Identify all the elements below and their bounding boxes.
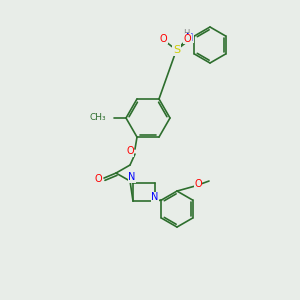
Text: H: H: [183, 28, 190, 38]
Text: O: O: [160, 34, 167, 44]
Text: O: O: [94, 174, 102, 184]
Text: S: S: [173, 45, 180, 55]
Text: O: O: [126, 146, 134, 156]
Text: O: O: [184, 34, 191, 44]
Text: O: O: [194, 179, 202, 189]
Text: S: S: [173, 45, 180, 55]
Text: N: N: [151, 192, 159, 202]
Text: N: N: [151, 192, 159, 202]
Text: CH₃: CH₃: [89, 113, 106, 122]
Text: N: N: [128, 172, 136, 182]
Text: N: N: [186, 33, 193, 43]
